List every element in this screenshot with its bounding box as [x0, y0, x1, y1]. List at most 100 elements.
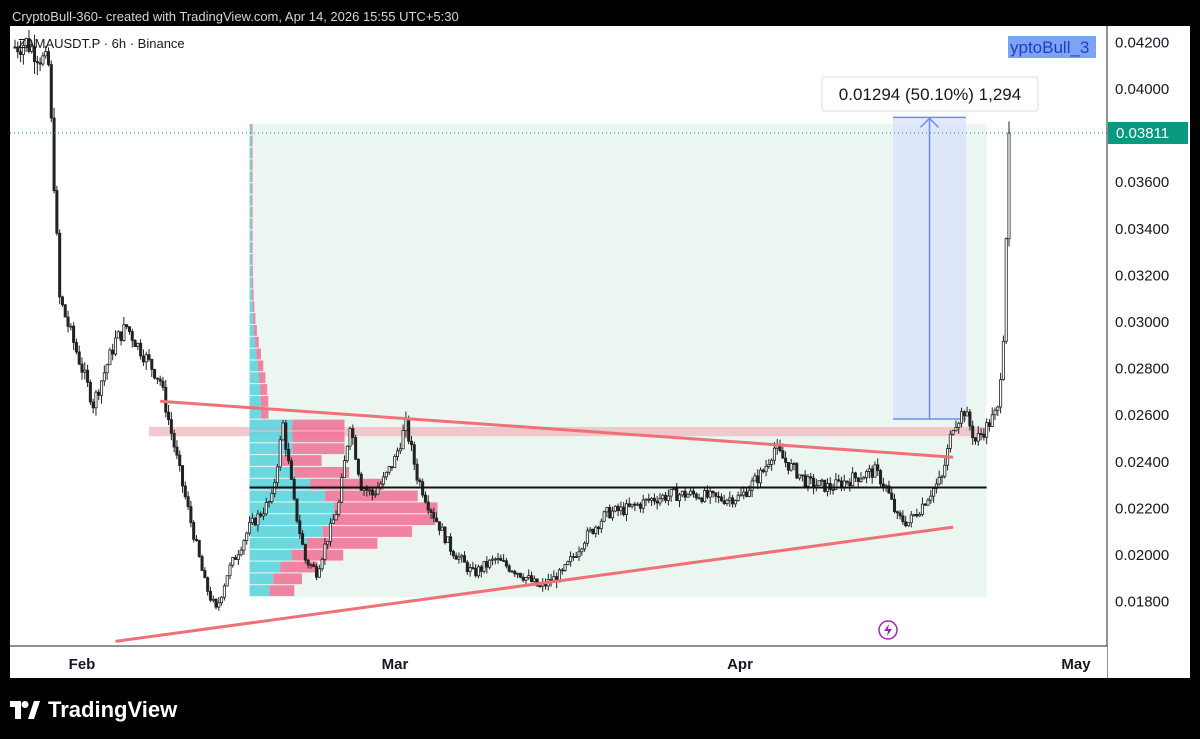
candle-body	[289, 460, 293, 480]
candle-body	[722, 500, 726, 504]
candle-body	[485, 561, 489, 568]
volume-profile-bar	[249, 585, 270, 597]
candle-body	[915, 513, 919, 517]
candle-body	[655, 500, 659, 504]
measure-label-box	[821, 76, 1039, 112]
chart-labels: ZAMAUSDT.P · 6h · Binance yptoBull_3 0.012…	[18, 36, 1096, 640]
candle-body	[881, 483, 885, 487]
candle-body	[58, 232, 62, 298]
symbol-label: ZAMAUSDT.P · 6h · Binance	[18, 36, 185, 51]
candle-body	[116, 331, 120, 339]
candle-body	[19, 51, 23, 55]
volume-profile-bar	[307, 537, 378, 549]
candle-body	[1007, 132, 1011, 240]
candle-body	[66, 316, 70, 327]
volume-profile-bar	[251, 123, 253, 135]
candle-body	[630, 503, 634, 507]
candle-body	[532, 578, 536, 582]
candle-body	[351, 428, 355, 438]
candle-body	[605, 506, 609, 513]
volume-profile-bar	[333, 514, 436, 526]
volume-profile-bar	[325, 490, 418, 502]
candle-body	[731, 497, 735, 505]
volume-profile-bar	[249, 254, 252, 265]
candle-body	[571, 556, 575, 558]
volume-profile-bar	[251, 265, 253, 277]
resistance-zone	[149, 426, 987, 437]
candle-body	[100, 380, 104, 396]
candle-body	[929, 495, 933, 501]
candle-body	[41, 55, 45, 65]
volume-profile-bar	[249, 502, 335, 514]
price-chart[interactable]: 0.04200 0.04000 0.03600 0.03400 0.03200 0.030…	[10, 26, 1190, 678]
candle-body	[563, 564, 567, 571]
candle-body	[328, 522, 333, 542]
candle-body	[739, 494, 743, 497]
y-tick-label: 0.03000	[1115, 314, 1169, 331]
candle-body	[641, 499, 645, 509]
candle-body	[711, 490, 715, 494]
candle-body	[862, 476, 866, 480]
candle-body	[326, 541, 330, 545]
candle-body	[331, 519, 335, 524]
candle-body	[192, 522, 196, 540]
volume-profile-bar	[294, 466, 350, 478]
candle-body	[873, 464, 877, 478]
candle-body	[842, 480, 846, 488]
candle-body	[834, 479, 838, 490]
candle-body	[560, 569, 564, 572]
resistance-zone-band	[149, 426, 987, 437]
candle-body	[971, 425, 975, 439]
candle-body	[960, 411, 964, 424]
candle-body	[937, 477, 941, 485]
candle-body	[499, 557, 503, 561]
candle-body	[750, 480, 754, 491]
candle-body	[792, 463, 796, 465]
y-tick-label: 0.02600	[1115, 407, 1169, 424]
upper-trendline	[160, 399, 954, 459]
candle-body	[178, 454, 182, 467]
candle-body	[306, 559, 310, 566]
candle-body	[77, 351, 81, 365]
candle-body	[88, 381, 92, 403]
candle-body	[86, 369, 90, 383]
candle-body	[781, 450, 785, 459]
volume-profile-bar	[251, 194, 253, 206]
candle-body	[359, 473, 363, 491]
candle-body	[437, 521, 441, 531]
candle-body	[856, 477, 860, 482]
candle-body	[996, 406, 1000, 411]
candle-body	[652, 497, 656, 502]
candle-body	[432, 512, 436, 519]
candle-body	[122, 324, 126, 341]
y-tick-label: 0.02400	[1115, 454, 1169, 471]
candle-body	[119, 331, 123, 341]
candle-body	[278, 439, 282, 468]
x-tick-label: Feb	[69, 656, 96, 673]
volume-profile-bar	[251, 135, 253, 147]
candle-body	[940, 475, 944, 478]
candle-body	[906, 522, 910, 527]
candle-body	[879, 470, 883, 485]
volume-profile-bar	[251, 289, 254, 301]
volume-profile-bar	[257, 360, 264, 372]
y-tick-label: 0.02200	[1115, 500, 1169, 517]
y-tick-label: 0.02000	[1115, 547, 1169, 564]
candle-body	[390, 466, 394, 469]
volume-profile-bar	[249, 372, 260, 384]
chart-panel[interactable]: 0.04200 0.04000 0.03600 0.03400 0.03200 0.030…	[10, 26, 1190, 678]
candle-body	[870, 468, 874, 478]
volume-profile-bar	[251, 277, 254, 289]
candle-body	[97, 391, 101, 396]
candle-body	[150, 358, 154, 370]
candle-body	[395, 450, 400, 457]
candle-body	[823, 479, 827, 492]
candle-body	[130, 331, 134, 341]
candle-body	[256, 513, 260, 526]
candle-body	[125, 324, 129, 328]
candle-body	[345, 445, 349, 461]
volume-profile-bar	[260, 395, 269, 407]
candle-body	[574, 556, 578, 558]
candle-body	[465, 561, 469, 573]
candle-body	[848, 481, 852, 487]
